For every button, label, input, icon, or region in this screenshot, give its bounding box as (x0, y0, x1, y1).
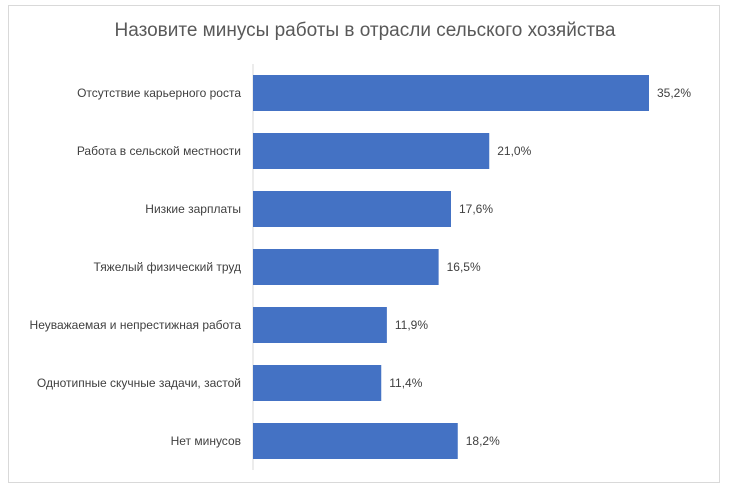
bar-5 (253, 365, 382, 401)
category-label-2: Низкие зарплаты (145, 202, 241, 216)
value-label-2: 17,6% (459, 202, 493, 216)
bar-3 (253, 249, 439, 285)
bar-4 (253, 307, 387, 343)
category-label-4: Неуважаемая и непрестижная работа (30, 318, 242, 332)
bar-1 (253, 133, 490, 169)
value-label-4: 11,9% (395, 318, 428, 332)
chart-title: Назовите минусы работы в отрасли сельско… (114, 20, 616, 41)
bar-2 (253, 191, 451, 227)
category-label-1: Работа в сельской местности (77, 144, 241, 158)
value-label-1: 21,0% (497, 144, 531, 158)
category-label-5: Однотипные скучные задачи, застой (37, 376, 241, 390)
value-label-6: 18,2% (466, 434, 500, 448)
bar-0 (253, 75, 649, 111)
value-label-0: 35,2% (657, 86, 691, 100)
category-label-3: Тяжелый физический труд (94, 260, 241, 274)
category-label-0: Отсутствие карьерного роста (77, 86, 241, 100)
bar-6 (253, 423, 458, 459)
value-label-3: 16,5% (447, 260, 481, 274)
category-label-6: Нет минусов (171, 434, 241, 448)
value-label-5: 11,4% (389, 376, 422, 390)
